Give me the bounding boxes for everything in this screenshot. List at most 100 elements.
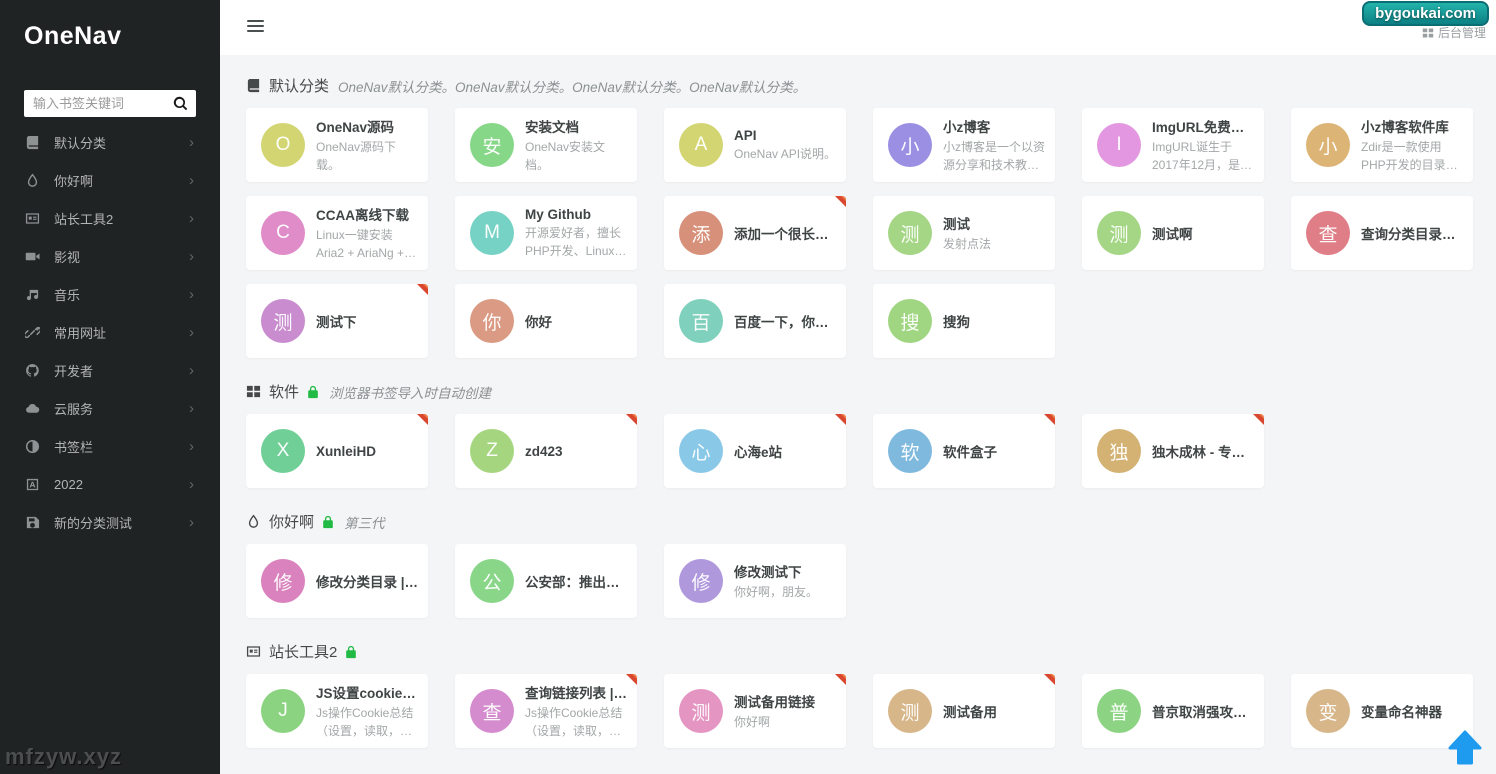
avatar: 测	[679, 689, 723, 733]
sidebar-item-label: 你好啊	[54, 173, 94, 189]
card-title: 变量命名神器	[1361, 705, 1442, 720]
bookmark-card[interactable]: 查 查询链接列表 | 藏经阁 Js操作Cookie总结（设置，读取，删除），…	[455, 674, 637, 748]
bookmark-card[interactable]: 普 普京取消强攻亚速钢铁…	[1082, 674, 1264, 748]
sidebar-item-3[interactable]: 影视 ›	[0, 237, 220, 275]
section-title: 你好啊	[269, 514, 315, 531]
card-title: 修改测试下	[734, 565, 802, 580]
card-title: 查询分类目录列表 | 藏经阁	[1361, 227, 1465, 242]
bookmark-card[interactable]: M My Github 开源爱好者，擅长PHP开发、Linux运维。	[455, 196, 637, 270]
private-corner-badge	[1044, 674, 1055, 685]
brand-badge[interactable]: bygoukai.com	[1362, 1, 1489, 26]
bookmark-card[interactable]: 测 测试 发射点法	[873, 196, 1055, 270]
card-title: 修改分类目录 | 藏经阁	[316, 575, 420, 590]
card-description: Js操作Cookie总结（设置，读取，删除），…	[316, 706, 414, 738]
watermark: mfzyw.xyz	[5, 744, 123, 769]
bookmark-card[interactable]: 测 测试备用	[873, 674, 1055, 748]
search-icon[interactable]	[173, 96, 188, 111]
bookmark-card[interactable]: 独 独木成林 - 专注软件分…	[1082, 414, 1264, 488]
card-title: 百度一下，你就知道	[734, 315, 838, 330]
app-logo: OneNav	[24, 22, 122, 50]
bookmark-card[interactable]: 百 百度一下，你就知道	[664, 284, 846, 358]
bookmark-search[interactable]	[24, 90, 196, 117]
bookmark-card[interactable]: 修 修改测试下 你好啊，朋友。	[664, 544, 846, 618]
card-title: 测试备用链接	[734, 695, 815, 710]
bookmark-card[interactable]: C CCAA离线下载 Linux一键安装Aria2 + AriaNg + Fil…	[246, 196, 428, 270]
avatar: J	[261, 689, 305, 733]
bookmark-card[interactable]: 公 公安部：推出六项便民…	[455, 544, 637, 618]
bookmark-card[interactable]: 软 软件盒子	[873, 414, 1055, 488]
sidebar-item-4[interactable]: 音乐 ›	[0, 275, 220, 313]
avatar: 添	[679, 211, 723, 255]
back-to-top-button[interactable]	[1447, 728, 1483, 768]
card-title: XunleiHD	[316, 443, 377, 459]
bookmark-card[interactable]: 你 你好	[455, 284, 637, 358]
bookmark-card[interactable]: 测 测试下	[246, 284, 428, 358]
sidebar-item-label: 影视	[54, 249, 81, 265]
card-title: 安装文档	[525, 120, 579, 135]
bookmark-card[interactable]: A API OneNav API说明。	[664, 108, 846, 182]
hamburger-menu-icon[interactable]	[247, 20, 264, 35]
card-icon	[246, 644, 261, 659]
card-title: 测试	[943, 217, 970, 232]
admin-link[interactable]: 后台管理	[1422, 24, 1486, 41]
sidebar-item-8[interactable]: 书签栏 ›	[0, 427, 220, 465]
sidebar-item-9[interactable]: 2022 ›	[0, 465, 220, 503]
avatar: C	[261, 211, 305, 255]
card-title: JS设置cookie、读取…	[316, 686, 420, 701]
private-corner-badge	[835, 674, 846, 685]
bookmark-card[interactable]: J JS设置cookie、读取… Js操作Cookie总结（设置，读取，删除），…	[246, 674, 428, 748]
private-corner-badge	[417, 414, 428, 425]
sidebar-item-10[interactable]: 新的分类测试 ›	[0, 503, 220, 541]
chevron-right-icon: ›	[189, 285, 194, 303]
category-section: 软件 浏览器书签导入时自动创建 X XunleiHD Z zd423 心 心海e…	[246, 381, 1474, 488]
sidebar-item-5[interactable]: 常用网址 ›	[0, 313, 220, 351]
card-title: CCAA离线下载	[316, 208, 409, 223]
bookmark-card[interactable]: 搜 搜狗	[873, 284, 1055, 358]
bookmark-card[interactable]: 查 查询分类目录列表 | 藏经阁	[1291, 196, 1473, 270]
bookmark-card[interactable]: I ImgURL免费图床 ImgURL诞生于2017年12月，是一款开源图…	[1082, 108, 1264, 182]
avatar: 独	[1097, 429, 1141, 473]
bookmark-card[interactable]: 小 小z博客软件库 Zdir是一款使用PHP开发的目录列表程序。	[1291, 108, 1473, 182]
sidebar-item-6[interactable]: 开发者 ›	[0, 351, 220, 389]
bookmark-card[interactable]: 修 修改分类目录 | 藏经阁	[246, 544, 428, 618]
search-input[interactable]	[33, 96, 173, 111]
private-corner-badge	[1253, 414, 1264, 425]
drop-icon	[246, 514, 261, 529]
sidebar-item-0[interactable]: 默认分类 ›	[0, 123, 220, 161]
private-corner-badge	[835, 196, 846, 207]
section-description: 浏览器书签导入时自动创建	[329, 385, 492, 401]
adjust-icon	[25, 439, 40, 454]
sidebar-item-label: 默认分类	[54, 135, 107, 151]
card-description: 发射点法	[943, 237, 992, 251]
sidebar-item-7[interactable]: 云服务 ›	[0, 389, 220, 427]
book-icon	[25, 135, 40, 150]
avatar: 变	[1306, 689, 1350, 733]
avatar: 公	[470, 559, 514, 603]
card-description: 你好啊，朋友。	[734, 585, 819, 599]
bookmark-card[interactable]: X XunleiHD	[246, 414, 428, 488]
bookmark-card[interactable]: 添 添加一个很长的私有链…	[664, 196, 846, 270]
avatar: 你	[470, 299, 514, 343]
sidebar-item-1[interactable]: 你好啊 ›	[0, 161, 220, 199]
card-description: 开源爱好者，擅长PHP开发、Linux运维。	[525, 225, 627, 258]
card-title: 普京取消强攻亚速钢铁…	[1152, 705, 1256, 720]
bookmark-card[interactable]: 测 测试备用链接 你好啊	[664, 674, 846, 748]
card-title: 测试备用	[943, 705, 997, 720]
bookmark-card[interactable]: 心 心海e站	[664, 414, 846, 488]
card-description: ImgURL诞生于2017年12月，是一款开源图…	[1152, 140, 1253, 172]
lock-icon	[321, 515, 335, 529]
lock-icon	[344, 645, 358, 659]
private-corner-badge	[835, 414, 846, 425]
github-icon	[25, 363, 40, 378]
card-description: 你好啊	[734, 715, 771, 729]
sidebar-item-2[interactable]: 站长工具2 ›	[0, 199, 220, 237]
card-description: Linux一键安装Aria2 + AriaNg + FileBrowse…	[316, 228, 405, 260]
bookmark-card[interactable]: 安 安装文档 OneNav安装文档。	[455, 108, 637, 182]
card-grid: O OneNav源码 OneNav源码下载。 安 安装文档 OneNav安装文档…	[246, 108, 1474, 358]
bookmark-card[interactable]: O OneNav源码 OneNav源码下载。	[246, 108, 428, 182]
avatar: 软	[888, 429, 932, 473]
bookmark-card[interactable]: 小 小z博客 小z博客是一个以资源分享和技术教程为主的…	[873, 108, 1055, 182]
bookmark-card[interactable]: 测 测试啊	[1082, 196, 1264, 270]
bookmark-card[interactable]: 变 变量命名神器	[1291, 674, 1473, 748]
bookmark-card[interactable]: Z zd423	[455, 414, 637, 488]
